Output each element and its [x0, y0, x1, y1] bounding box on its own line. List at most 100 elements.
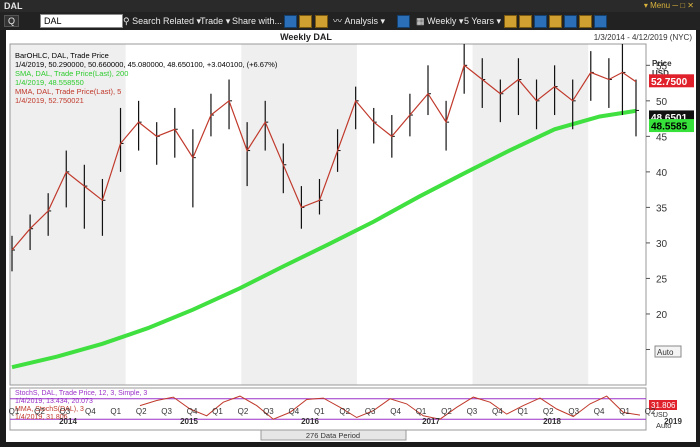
x-quarter-label: Q4 — [187, 407, 198, 416]
stoch-legend-entry: 1/4/2019, 13.434, 20.073 — [15, 398, 93, 405]
legend-entry: 1/4/2019, 52.750021 — [15, 96, 84, 105]
ohlc-bar — [590, 51, 594, 101]
sma-200-line — [11, 108, 637, 370]
ohlc-bar — [427, 65, 431, 116]
x-quarter-label: Q4 — [594, 407, 605, 416]
price-tag-bg — [649, 119, 694, 133]
legend-entry: SMA, DAL, Trade Price(Last), 200 — [15, 69, 128, 78]
news-icon[interactable] — [564, 14, 577, 28]
y-tick-label: 40 — [656, 168, 668, 179]
x-quarter-label: Q1 — [110, 407, 121, 416]
y-tick-label: 30 — [656, 239, 668, 250]
ohlc-bar — [635, 79, 639, 137]
toolbar: Q DAL ⚲ Search Related ▾ Trade ▾ Share w… — [0, 12, 700, 30]
x-quarter-label: Q2 — [34, 407, 45, 416]
window-title: DAL — [4, 1, 23, 11]
x-quarter-label: Q1 — [212, 407, 223, 416]
x-year-label: 2017 — [422, 417, 440, 426]
ohlc-bar — [621, 44, 626, 116]
ticker-prefix[interactable]: Q — [4, 14, 20, 28]
y-tick-label: 45 — [656, 132, 668, 143]
tools-icon[interactable] — [299, 14, 312, 28]
y-tick-label: 35 — [656, 203, 668, 214]
stoch-tag-label: 31.806 — [651, 401, 676, 410]
auto-scale-button — [654, 345, 682, 358]
search-button[interactable]: ⚲ Search — [123, 16, 161, 26]
year-band — [241, 44, 357, 385]
x-quarter-label: Q3 — [568, 407, 579, 416]
share-menu[interactable]: Share with... ▾ — [232, 16, 289, 26]
x-quarter-label: Q3 — [365, 407, 376, 416]
ohlc-bar — [355, 86, 359, 130]
x-quarter-label: Q1 — [416, 407, 427, 416]
x-quarter-label: Q4 — [85, 407, 96, 416]
data-period-bar — [260, 429, 407, 441]
stoch-unit-label: USD — [653, 412, 668, 419]
stoch-auto-label: Auto — [656, 421, 671, 430]
price-chart[interactable]: Weekly DAL 1/3/2014 - 4/12/2019 (NYC) Pric… — [6, 30, 696, 442]
trade-menu[interactable]: Trade ▾ — [200, 16, 231, 26]
export-icon[interactable] — [579, 14, 592, 28]
period-menu[interactable]: ▦ Weekly ▾ — [416, 16, 464, 26]
help-icon[interactable] — [594, 14, 607, 28]
x-quarter-label: Q2 — [238, 407, 249, 416]
x-quarter-label: Q3 — [60, 407, 71, 416]
chart-type-icon[interactable] — [504, 14, 517, 28]
auto-scale-label: Auto — [657, 348, 674, 357]
menu-button[interactable]: ▾ Menu ─ □ ✕ — [643, 1, 694, 10]
x-quarter-label: Q4 — [390, 407, 401, 416]
stoch-tag-bg — [649, 400, 677, 410]
ohlc-bar — [445, 100, 450, 151]
legend-entry: MMA, DAL, Trade Price(Last), 5 — [15, 87, 121, 96]
x-quarter-label: Q3 — [263, 407, 274, 416]
legend-entry: 1/4/2019, 48.558550 — [15, 78, 84, 87]
zoom-icon[interactable] — [534, 14, 547, 28]
draw-icon[interactable] — [519, 14, 532, 28]
x-quarter-label: Q2 — [543, 407, 554, 416]
x-quarter-label: Q2 — [441, 407, 452, 416]
ohlc-bar — [138, 100, 142, 151]
studies-icon[interactable] — [397, 14, 410, 28]
search-icon: ⚲ — [123, 16, 130, 26]
mma-5-line — [11, 64, 637, 251]
x-quarter-label: Q3 — [161, 407, 172, 416]
chart-panel[interactable]: Weekly DAL 1/3/2014 - 4/12/2019 (NYC) Pric… — [6, 30, 696, 442]
ohlc-bar — [192, 129, 196, 208]
x-quarter-label: Q4 — [289, 407, 300, 416]
compare-icon[interactable] — [549, 14, 562, 28]
calendar-icon: ▦ — [416, 16, 425, 26]
x-year-label: 2015 — [180, 417, 198, 426]
title-bar: DAL ▾ Menu ─ □ ✕ — [0, 0, 700, 12]
ohlc-bar — [156, 122, 160, 165]
x-quarter-label: Q1 — [9, 407, 20, 416]
x-year-label: 2019 — [664, 417, 682, 426]
y-axis-unit: USD — [652, 69, 669, 78]
price-tag-label: 52.7500 — [651, 77, 688, 88]
x-quarter-label: Q2 — [136, 407, 147, 416]
legend-entry: 1/4/2019, 50.290000, 50.660000, 45.08000… — [15, 60, 278, 69]
year-band — [10, 44, 126, 385]
x-quarter-label: Q1 — [314, 407, 325, 416]
ohlc-bar — [608, 58, 612, 108]
stoch-legend-entry: MMA, StochS(DAL), 3 — [15, 406, 84, 413]
analysis-menu[interactable]: 〰 Analysis ▾ — [333, 16, 386, 26]
legend-entry: BarOHLC, DAL, Trade Price — [15, 51, 109, 60]
stoch-legend-entry: StochS, DAL, Trade Price, 12, 3, Simple,… — [15, 390, 147, 397]
y-tick-label: 55 — [656, 61, 668, 72]
y-tick-label: 50 — [656, 97, 668, 108]
related-menu[interactable]: Related ▾ — [163, 16, 202, 26]
x-quarter-label: Q4 — [492, 407, 503, 416]
range-menu[interactable]: 5 Years ▾ — [464, 16, 502, 26]
chart-title: Weekly DAL — [280, 32, 332, 42]
settings-icon[interactable] — [315, 14, 328, 28]
x-quarter-label: Q1 — [517, 407, 528, 416]
price-tag-bg — [649, 74, 694, 88]
data-period-label: 276 Data Period — [306, 431, 360, 440]
plot-border — [9, 43, 647, 386]
x-year-label: 2016 — [301, 417, 319, 426]
x-year-label: 2014 — [59, 417, 77, 426]
undo-icon[interactable] — [284, 14, 297, 28]
y-axis-title: Price — [652, 59, 672, 68]
ticker-input[interactable]: DAL — [40, 14, 123, 28]
